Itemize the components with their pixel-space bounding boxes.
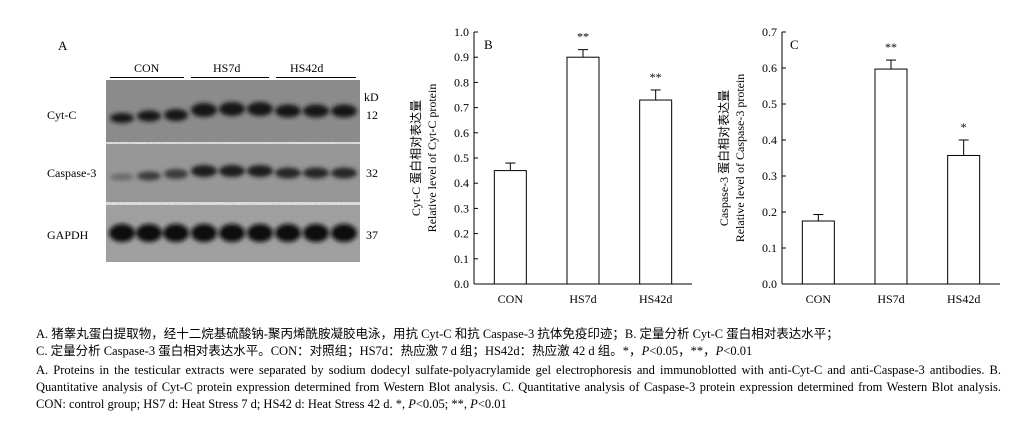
kd-caspase3: 32 bbox=[366, 166, 378, 180]
significance-marker: ** bbox=[885, 40, 897, 54]
group-label-hs7d: HS7d bbox=[213, 61, 241, 75]
caption-cn-text-4: <0.01 bbox=[723, 344, 753, 358]
chart-c: 0.0 0.1 0.2 0.3 0.4 0.5 0.6 0.7 CON ** HS7d * HS42d C… bbox=[716, 25, 1000, 306]
y-tick-label: 0.1 bbox=[762, 241, 777, 255]
caption-p-italic: P bbox=[470, 397, 478, 411]
x-tick-label: CON bbox=[498, 292, 524, 306]
caption-en-text-2: <0.05; **, bbox=[415, 397, 471, 411]
y-tick-label: 0.6 bbox=[762, 61, 777, 75]
y-axis-label-cn: Caspase-3 蛋白相对表达量 bbox=[716, 90, 731, 226]
significance-marker: ** bbox=[577, 30, 589, 44]
y-tick-label: 0.4 bbox=[762, 133, 777, 147]
kd-cytc: 12 bbox=[366, 108, 378, 122]
row-label-cytc: Cyt-C bbox=[47, 108, 77, 122]
x-tick-label: CON bbox=[806, 292, 832, 306]
y-tick-label: 0.2 bbox=[762, 205, 777, 219]
caption-cn-text-1: A. 猪睾丸蛋白提取物，经十二烷基硫酸钠-聚丙烯酰胺凝胶电泳，用抗 Cyt-C … bbox=[36, 327, 839, 341]
y-tick-label: 0.6 bbox=[454, 126, 469, 140]
y-tick-label: 0.5 bbox=[454, 151, 469, 165]
bar-hs42d bbox=[639, 99, 673, 285]
group-bar-con bbox=[110, 77, 184, 78]
group-label-hs42d: HS42d bbox=[290, 61, 324, 75]
caption-cn-text-3: <0.05，**， bbox=[649, 344, 716, 358]
bar-con bbox=[493, 170, 527, 285]
y-tick-label: 0.3 bbox=[454, 201, 469, 215]
y-tick-label: 0.5 bbox=[762, 97, 777, 111]
caption-p-italic: P bbox=[715, 344, 724, 358]
y-tick-label: 0.3 bbox=[762, 169, 777, 183]
group-bar-hs7d bbox=[191, 77, 269, 78]
kd-gapdh: 37 bbox=[366, 228, 378, 242]
bar-hs7d bbox=[566, 56, 600, 285]
caption-en-text-3: <0.01 bbox=[477, 397, 507, 411]
x-tick-label: HS42d bbox=[639, 292, 672, 306]
bar-hs42d bbox=[947, 154, 981, 285]
western-blot-image bbox=[106, 80, 360, 262]
x-tick-label: HS7d bbox=[877, 292, 904, 306]
y-tick-label: 0.9 bbox=[454, 50, 469, 64]
significance-marker: ** bbox=[650, 70, 662, 84]
row-label-gapdh: GAPDH bbox=[47, 228, 89, 242]
y-tick-label: 0.2 bbox=[454, 227, 469, 241]
y-tick-label: 0.7 bbox=[454, 101, 469, 115]
x-tick-label: HS42d bbox=[947, 292, 980, 306]
x-tick-label: HS7d bbox=[569, 292, 596, 306]
panel-c-letter: C bbox=[790, 37, 799, 52]
y-tick-label: 0.4 bbox=[454, 176, 469, 190]
kd-unit: kD bbox=[364, 90, 379, 104]
y-axis-label-cn: Cyt-C 蛋白相对表达量 bbox=[408, 100, 423, 216]
bar-hs7d bbox=[874, 68, 908, 285]
panel-b-letter: B bbox=[484, 37, 493, 52]
y-tick-label: 1.0 bbox=[454, 25, 469, 39]
bar-con bbox=[801, 220, 835, 285]
y-axis-label-en: Relative level of Cyt-C protein bbox=[425, 84, 439, 233]
group-label-con: CON bbox=[134, 61, 160, 75]
row-label-caspase3: Caspase-3 bbox=[47, 166, 97, 180]
caption-en-paragraph: A. Proteins in the testicular extracts w… bbox=[36, 362, 1001, 413]
y-tick-label: 0.7 bbox=[762, 25, 777, 39]
caption-chinese: A. 猪睾丸蛋白提取物，经十二烷基硫酸钠-聚丙烯酰胺凝胶电泳，用抗 Cyt-C … bbox=[36, 326, 1001, 360]
caption-english: A. Proteins in the testicular extracts w… bbox=[36, 362, 1001, 413]
caption-p-italic: P bbox=[641, 344, 650, 358]
y-tick-label: 0.8 bbox=[454, 75, 469, 89]
caption-p-italic: P bbox=[408, 397, 416, 411]
y-tick-label: 0.0 bbox=[762, 277, 777, 291]
caption-cn-line2: C. 定量分析 Caspase-3 蛋白相对表达水平。CON：对照组；HS7d：… bbox=[36, 343, 1001, 360]
y-tick-label: 0.0 bbox=[454, 277, 469, 291]
caption-cn-text-2: C. 定量分析 Caspase-3 蛋白相对表达水平。CON：对照组；HS7d：… bbox=[36, 344, 642, 358]
caption-cn-line1: A. 猪睾丸蛋白提取物，经十二烷基硫酸钠-聚丙烯酰胺凝胶电泳，用抗 Cyt-C … bbox=[36, 326, 1001, 343]
group-bar-hs42d bbox=[276, 77, 356, 78]
caption-en-text-1: A. Proteins in the testicular extracts w… bbox=[36, 363, 1001, 411]
significance-marker: * bbox=[961, 120, 967, 134]
chart-b: 0.0 0.1 0.2 0.3 0.4 0.5 0.6 0.7 0.8 0.9 1.0 CON ** HS… bbox=[408, 25, 692, 306]
panel-a-letter: A bbox=[58, 38, 68, 53]
y-tick-label: 0.1 bbox=[454, 252, 469, 266]
y-axis-label-en: Relative level of Caspase-3 protein bbox=[733, 74, 747, 243]
